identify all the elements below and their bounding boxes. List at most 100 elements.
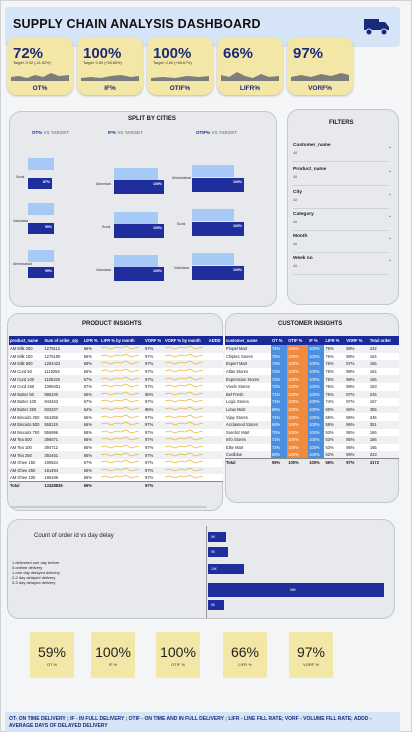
filter-value: All bbox=[293, 242, 298, 246]
addd-cell bbox=[208, 436, 223, 444]
split-subtitle-ot: OT% VS TARGET bbox=[32, 130, 69, 135]
table-row[interactable]: Sorefoz Mart 70% 100% 100% 53% 95% 166 bbox=[225, 428, 399, 437]
chevron-down-icon[interactable]: ⌄ bbox=[387, 257, 392, 263]
col-header[interactable]: product_name bbox=[9, 336, 44, 345]
table-row[interactable]: AM Biscuits 750 556996 68% 97% bbox=[9, 428, 223, 437]
kpi-label: VORF% bbox=[308, 85, 332, 92]
if-cell: 100% bbox=[308, 375, 325, 383]
table-row[interactable]: AM Butter 250 933107 64% 96% bbox=[9, 405, 223, 414]
table-row[interactable]: Vijay Stores 74% 100% 100% 59% 96% 246 bbox=[225, 413, 399, 421]
delay-bar[interactable]: 5K bbox=[208, 547, 228, 557]
filter-customer[interactable]: Customer_name All ⌄ bbox=[293, 143, 395, 162]
col-header[interactable]: customer_name bbox=[225, 336, 271, 345]
table-row[interactable]: Bel Fresh 71% 100% 100% 75% 97% 245 bbox=[225, 390, 399, 399]
total-cell: 66% bbox=[82, 481, 101, 490]
table-row[interactable]: AM Ghee 100 186186 66% 97% bbox=[9, 474, 223, 482]
col-header[interactable]: VORF % by month bbox=[163, 336, 208, 345]
card-value: 97% bbox=[296, 644, 326, 660]
col-header[interactable]: LIFR % by month bbox=[100, 336, 145, 345]
col-header[interactable]: OTIF % bbox=[287, 336, 309, 345]
table-row[interactable]: AM Biscuits 500 558119 66% 97% bbox=[9, 420, 223, 429]
table-row[interactable]: AM Ghee 150 190524 67% 97% bbox=[9, 458, 223, 467]
table-row[interactable]: AM Butter 100 943463 67% 97% bbox=[9, 398, 223, 406]
table-row[interactable]: Acclaimed Stores 68% 100% 100% 59% 96% 351 bbox=[225, 420, 399, 429]
filter-city[interactable]: City All ⌄ bbox=[293, 190, 395, 209]
filter-month[interactable]: Month All ⌄ bbox=[293, 234, 395, 253]
table-row[interactable]: AM Curd 50 1119256 66% 97% bbox=[9, 367, 223, 376]
lifr-cell: 75% bbox=[325, 391, 334, 397]
otif-cell: 100% bbox=[287, 398, 309, 406]
col-header[interactable]: ADDD bbox=[207, 336, 223, 345]
otif-cell: 100% bbox=[287, 405, 309, 414]
vorf-sparkline bbox=[164, 345, 208, 353]
table-row[interactable]: Vivels Stores 72% 100% 100% 75% 98% 163 bbox=[225, 382, 399, 391]
table-row[interactable]: AM Milk 250 1279112 66% 97% bbox=[9, 345, 223, 353]
table-row[interactable]: Elite Mart 72% 100% 100% 53% 95% 165 bbox=[225, 443, 399, 452]
chevron-down-icon[interactable]: ⌄ bbox=[387, 213, 392, 219]
lifr-cell: 65% bbox=[83, 452, 92, 458]
order-qty-cell: 1279112 bbox=[44, 346, 61, 352]
col-header[interactable]: LIFR % bbox=[324, 336, 346, 345]
table-row[interactable]: AM Milk 100 1276190 66% 97% bbox=[9, 352, 223, 361]
addd-cell bbox=[208, 444, 223, 452]
lifr-cell: 67% bbox=[83, 460, 92, 466]
col-header[interactable]: OT % bbox=[270, 336, 288, 345]
kpi-card-vorf: 97% VORF% bbox=[287, 37, 353, 95]
filter-category[interactable]: Category All ⌄ bbox=[293, 212, 395, 231]
summary-card-ot: 59% OT % bbox=[30, 632, 74, 678]
table-row[interactable]: Expression Stores 72% 100% 100% 75% 98% 166 bbox=[225, 375, 399, 383]
table-row[interactable]: Expert Mart 73% 100% 100% 76% 97% 165 bbox=[225, 360, 399, 368]
filter-week[interactable]: Week no All ⌄ bbox=[293, 256, 395, 275]
table-row[interactable]: Info Stores 71% 100% 100% 53% 95% 166 bbox=[225, 436, 399, 444]
col-header[interactable]: LIFR % bbox=[82, 336, 101, 345]
chevron-down-icon[interactable]: ⌄ bbox=[387, 144, 392, 150]
vorf-cell: 97% bbox=[145, 475, 154, 481]
table-row[interactable]: AM Curd 250 1099401 67% 97% bbox=[9, 382, 223, 391]
col-header[interactable]: IF % bbox=[308, 336, 325, 345]
vorf-cell: 97% bbox=[145, 437, 154, 443]
target-bar bbox=[114, 255, 158, 267]
filter-product[interactable]: Product_name All ⌄ bbox=[293, 167, 395, 186]
chevron-down-icon[interactable]: ⌄ bbox=[387, 235, 392, 241]
delay-bar[interactable]: 5K bbox=[208, 532, 226, 542]
col-header[interactable]: VORF % bbox=[345, 336, 369, 345]
vorf-cell: 98% bbox=[346, 353, 355, 359]
col-header[interactable]: Total order bbox=[368, 336, 399, 345]
city-label: Vadodara bbox=[13, 219, 28, 223]
table-row[interactable]: AM Tea 250 392461 65% 97% bbox=[9, 451, 223, 459]
vorf-cell: 97% bbox=[145, 445, 154, 451]
chevron-down-icon[interactable]: ⌄ bbox=[387, 168, 392, 174]
table-row[interactable]: Logic Stores 71% 100% 100% 74% 97% 167 bbox=[225, 398, 399, 406]
table-row[interactable]: Propel Mart 74% 100% 100% 76% 98% 242 bbox=[225, 345, 399, 353]
table-row[interactable]: AM Ghee 250 191494 65% 97% bbox=[9, 466, 223, 475]
total-orders-cell: 166 bbox=[369, 429, 377, 435]
lifr-cell: 76% bbox=[325, 346, 334, 352]
table-row[interactable]: AM Tea 100 394712 65% 97% bbox=[9, 443, 223, 452]
kpi-value: 72% bbox=[13, 45, 44, 62]
table-row[interactable]: AM Milk 500 1254422 68% 97% bbox=[9, 360, 223, 368]
product-scrollbar[interactable] bbox=[11, 506, 207, 508]
vorf-cell: 97% bbox=[145, 376, 154, 382]
order-qty-cell: 985100 bbox=[44, 391, 59, 397]
city-bar: 100% bbox=[192, 222, 244, 236]
col-header[interactable]: Sum of order_qty bbox=[43, 336, 83, 345]
table-row[interactable]: AM Curd 100 1105326 67% 97% bbox=[9, 375, 223, 383]
card-label: IF % bbox=[108, 662, 118, 667]
table-row[interactable]: AM Biscuits 250 561366 65% 97% bbox=[9, 413, 223, 421]
product-name-cell: AM Tea 250 bbox=[10, 452, 32, 458]
table-row[interactable]: AM Tea 500 396571 66% 97% bbox=[9, 436, 223, 444]
delay-bar[interactable]: 10K bbox=[208, 564, 244, 574]
table-row[interactable]: Atlas Stores 72% 100% 100% 75% 98% 164 bbox=[225, 367, 399, 376]
table-row[interactable]: Lotus Mart 68% 100% 100% 60% 96% 355 bbox=[225, 405, 399, 414]
col-header[interactable]: VORF % bbox=[144, 336, 164, 345]
total-cell: 13428836 bbox=[43, 481, 83, 490]
table-row[interactable]: AM Butter 50 985100 65% 96% bbox=[9, 390, 223, 399]
delay-bar[interactable]: 55K bbox=[208, 583, 384, 597]
total-orders-cell: 351 bbox=[369, 422, 377, 428]
lifr-sparkline bbox=[100, 421, 144, 429]
ot-cell: 68% bbox=[270, 451, 288, 459]
table-row[interactable]: Coolblue 68% 100% 100% 52% 95% 243 bbox=[225, 451, 399, 459]
table-row[interactable]: Chiptec Stores 75% 100% 100% 76% 98% 164 bbox=[225, 352, 399, 361]
chevron-down-icon[interactable]: ⌄ bbox=[387, 191, 392, 197]
delay-bar[interactable]: 5K bbox=[208, 600, 224, 610]
